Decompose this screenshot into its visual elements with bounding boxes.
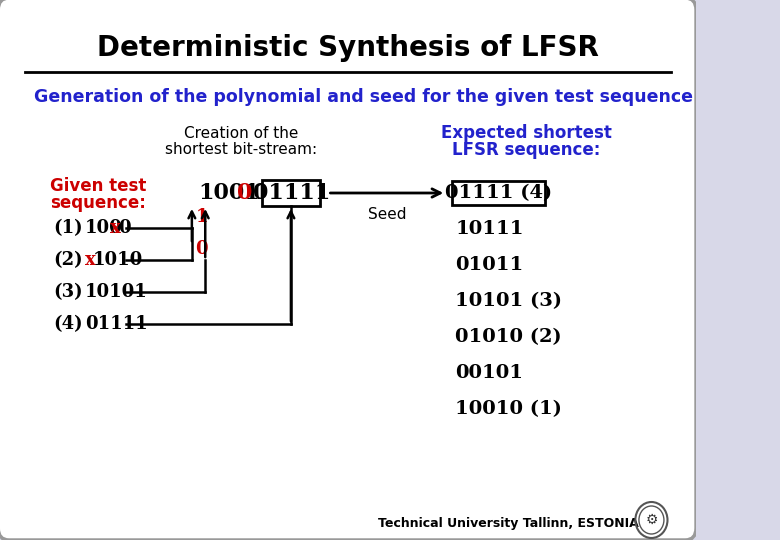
- Text: Generation of the polynomial and seed for the given test sequence: Generation of the polynomial and seed fo…: [34, 88, 693, 106]
- Text: Expected shortest: Expected shortest: [441, 124, 612, 142]
- Text: 0: 0: [196, 240, 208, 258]
- Text: LFSR sequence:: LFSR sequence:: [452, 141, 601, 159]
- Text: Deterministic Synthesis of LFSR: Deterministic Synthesis of LFSR: [97, 34, 599, 62]
- Text: Seed: Seed: [367, 207, 406, 222]
- Text: x: x: [110, 219, 121, 237]
- Text: 1: 1: [247, 182, 271, 204]
- Text: Technical University Tallinn, ESTONIA: Technical University Tallinn, ESTONIA: [378, 517, 639, 530]
- Text: (1): (1): [54, 219, 83, 237]
- Text: 01111 (4): 01111 (4): [445, 184, 552, 202]
- Text: x: x: [85, 251, 95, 269]
- Text: 1: 1: [196, 208, 208, 226]
- Text: 01111: 01111: [85, 315, 147, 333]
- Text: 10101 (3): 10101 (3): [455, 292, 562, 310]
- FancyBboxPatch shape: [0, 0, 696, 540]
- Text: 0: 0: [118, 219, 130, 237]
- Text: 01111: 01111: [253, 182, 330, 204]
- Text: 0: 0: [237, 182, 253, 204]
- Bar: [262, 180, 321, 206]
- Text: Creation of the: Creation of the: [184, 125, 298, 140]
- Text: (4): (4): [54, 315, 83, 333]
- Text: (3): (3): [54, 283, 83, 301]
- Text: 10010 (1): 10010 (1): [455, 400, 562, 418]
- Text: 1001: 1001: [198, 182, 260, 204]
- Text: 10101: 10101: [85, 283, 147, 301]
- Text: (2): (2): [54, 251, 83, 269]
- Text: 100: 100: [85, 219, 122, 237]
- Text: ⚙: ⚙: [645, 513, 658, 527]
- Text: 10111: 10111: [455, 220, 523, 238]
- Text: Given test: Given test: [50, 177, 147, 195]
- Text: sequence:: sequence:: [50, 194, 146, 212]
- Text: 01011: 01011: [455, 256, 523, 274]
- Text: shortest bit-stream:: shortest bit-stream:: [165, 143, 317, 158]
- Text: 00101: 00101: [455, 364, 523, 382]
- Bar: [452, 181, 545, 205]
- Text: 1010: 1010: [93, 251, 143, 269]
- Text: 01010 (2): 01010 (2): [455, 328, 562, 346]
